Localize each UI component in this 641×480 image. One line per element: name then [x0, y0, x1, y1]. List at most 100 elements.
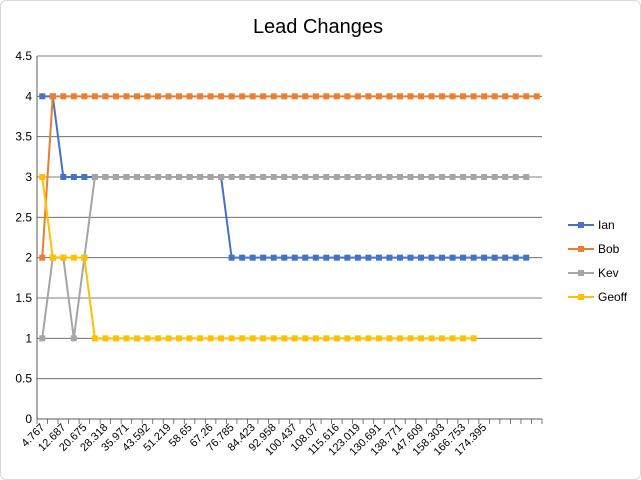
data-point [481, 93, 488, 100]
data-point [470, 335, 477, 342]
data-point [91, 93, 98, 100]
data-point [407, 254, 414, 261]
data-point [60, 254, 67, 261]
data-point [70, 93, 77, 100]
data-point [228, 174, 235, 180]
data-point [302, 174, 309, 180]
data-point [249, 93, 256, 100]
legend-item-bob: Bob [568, 242, 620, 256]
data-point [112, 174, 119, 180]
data-point [418, 174, 425, 180]
data-point [260, 254, 267, 261]
data-point [502, 174, 509, 180]
data-point [344, 93, 351, 100]
data-point [39, 335, 46, 342]
legend-item-geoff: Geoff [568, 290, 628, 304]
data-point [512, 174, 519, 180]
data-point [60, 93, 67, 100]
data-point [176, 93, 183, 100]
data-point [428, 174, 435, 180]
data-point [354, 174, 361, 180]
data-point [102, 93, 109, 100]
data-point [218, 93, 225, 100]
legend-marker [578, 222, 584, 228]
data-point [354, 93, 361, 100]
data-point [239, 93, 246, 100]
data-point [407, 93, 414, 100]
data-point [249, 174, 256, 180]
data-point [39, 254, 46, 261]
data-point [112, 335, 119, 342]
chart-title: Lead Changes [253, 16, 383, 38]
legend-label: Geoff [598, 290, 628, 304]
data-point [375, 93, 382, 100]
data-point [449, 93, 456, 100]
data-point [228, 93, 235, 100]
data-point [281, 254, 288, 261]
data-point [218, 335, 225, 342]
data-point [239, 335, 246, 342]
legend-label: Bob [598, 242, 620, 256]
data-point [228, 254, 235, 261]
data-point [133, 174, 140, 180]
data-point [386, 335, 393, 342]
data-point [470, 254, 477, 261]
data-point [81, 93, 88, 100]
y-tick-label: 2 [25, 251, 32, 265]
data-point [186, 174, 193, 180]
data-point [154, 93, 161, 100]
data-point [407, 174, 414, 180]
data-point [375, 335, 382, 342]
data-point [123, 174, 130, 180]
data-point [270, 335, 277, 342]
data-point [281, 174, 288, 180]
data-point [428, 93, 435, 100]
y-tick-label: 1 [25, 331, 32, 345]
y-tick-label: 4.5 [15, 49, 32, 63]
data-point [144, 93, 151, 100]
data-point [449, 335, 456, 342]
data-point [176, 335, 183, 342]
legend-item-ian: Ian [568, 218, 615, 232]
data-point [260, 174, 267, 180]
data-point [449, 254, 456, 261]
data-point [102, 174, 109, 180]
data-point [512, 93, 519, 100]
data-point [133, 93, 140, 100]
data-point [502, 254, 509, 261]
data-point [523, 254, 530, 261]
data-point [186, 335, 193, 342]
data-point [207, 93, 214, 100]
data-point [312, 254, 319, 261]
data-point [81, 254, 88, 261]
data-point [302, 93, 309, 100]
data-point [39, 93, 46, 100]
data-point [91, 174, 98, 180]
data-point [112, 93, 119, 100]
data-point [323, 254, 330, 261]
data-point [249, 254, 256, 261]
data-point [375, 174, 382, 180]
data-point [418, 254, 425, 261]
legend-marker [578, 270, 584, 276]
data-point [49, 254, 56, 261]
data-point [396, 335, 403, 342]
data-point [449, 174, 456, 180]
data-point [428, 254, 435, 261]
data-point [239, 254, 246, 261]
data-point [333, 254, 340, 261]
y-tick-label: 1.5 [15, 291, 32, 305]
data-point [70, 335, 77, 342]
data-point [207, 335, 214, 342]
data-point [365, 254, 372, 261]
series-geoff [39, 174, 477, 342]
y-tick-label: 2.5 [15, 210, 32, 224]
data-point [197, 174, 204, 180]
data-point [386, 93, 393, 100]
data-point [144, 335, 151, 342]
data-point [386, 174, 393, 180]
data-point [439, 335, 446, 342]
legend-marker [578, 246, 584, 252]
